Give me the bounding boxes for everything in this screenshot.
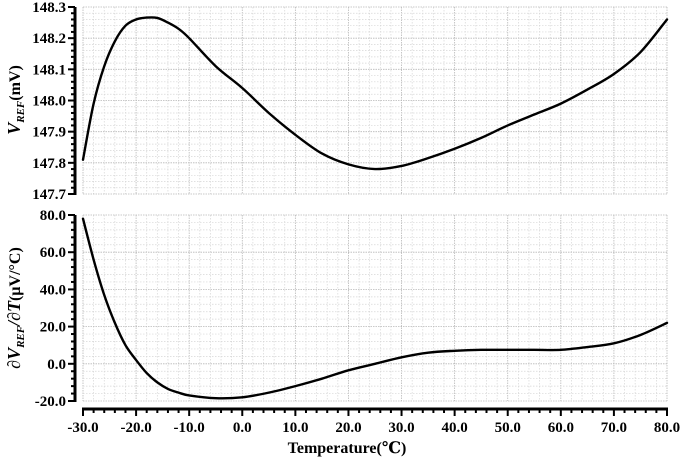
- x-tick-label: 70.0: [601, 420, 627, 436]
- x-tick-label: 50.0: [495, 420, 521, 436]
- y-tick-label: 147.8: [32, 156, 66, 172]
- top-panel-grid: [82, 6, 668, 195]
- y-tick-label: 60.0: [40, 245, 66, 261]
- x-tick-label: 40.0: [442, 420, 468, 436]
- x-tick-label: -30.0: [67, 420, 98, 436]
- y-tick-label: 80.0: [40, 208, 66, 224]
- x-axis-title: Temperature(℃): [288, 440, 407, 457]
- y-tick-label: 148.3: [32, 0, 66, 16]
- top-y-axis-title: VREF(mV): [4, 65, 27, 135]
- x-tick-label: 10.0: [282, 420, 308, 436]
- vref-curve: [81, 16, 669, 171]
- bottom-panel-grid: [82, 214, 668, 402]
- y-tick-label: 20.0: [40, 320, 66, 336]
- y-tick-label: 148.1: [32, 62, 66, 78]
- dvref-dt-curve: [81, 217, 669, 400]
- y-tick-label: -20.0: [35, 394, 66, 410]
- y-tick-label: 148.2: [32, 31, 66, 47]
- bottom-y-axis: 80.0 60.0 40.0 20.0 0.0 -20.0: [35, 208, 77, 410]
- y-tick-label: 148.0: [32, 94, 66, 110]
- x-axis: -30.0 -20.0 -10.0 0.0 10.0 20.0 30.0 40.0 50.0 60…: [67, 407, 680, 436]
- x-tick-label: 0.0: [233, 420, 252, 436]
- x-tick-label: 60.0: [548, 420, 574, 436]
- bottom-y-axis-title: ∂VREF/∂T(µV/°C): [4, 247, 27, 369]
- top-y-axis: 148.3 148.2 148.1 148.0 147.9 147.8 147.7: [32, 0, 77, 203]
- y-tick-label: 40.0: [40, 282, 66, 298]
- y-tick-label: 0.0: [47, 357, 66, 373]
- x-tick-label: -20.0: [120, 420, 151, 436]
- y-tick-label: 147.9: [32, 125, 66, 141]
- x-tick-label: 20.0: [335, 420, 361, 436]
- x-tick-label: 80.0: [654, 420, 680, 436]
- y-tick-label: 147.7: [32, 187, 66, 203]
- x-tick-label: -10.0: [174, 420, 205, 436]
- x-tick-label: 30.0: [388, 420, 414, 436]
